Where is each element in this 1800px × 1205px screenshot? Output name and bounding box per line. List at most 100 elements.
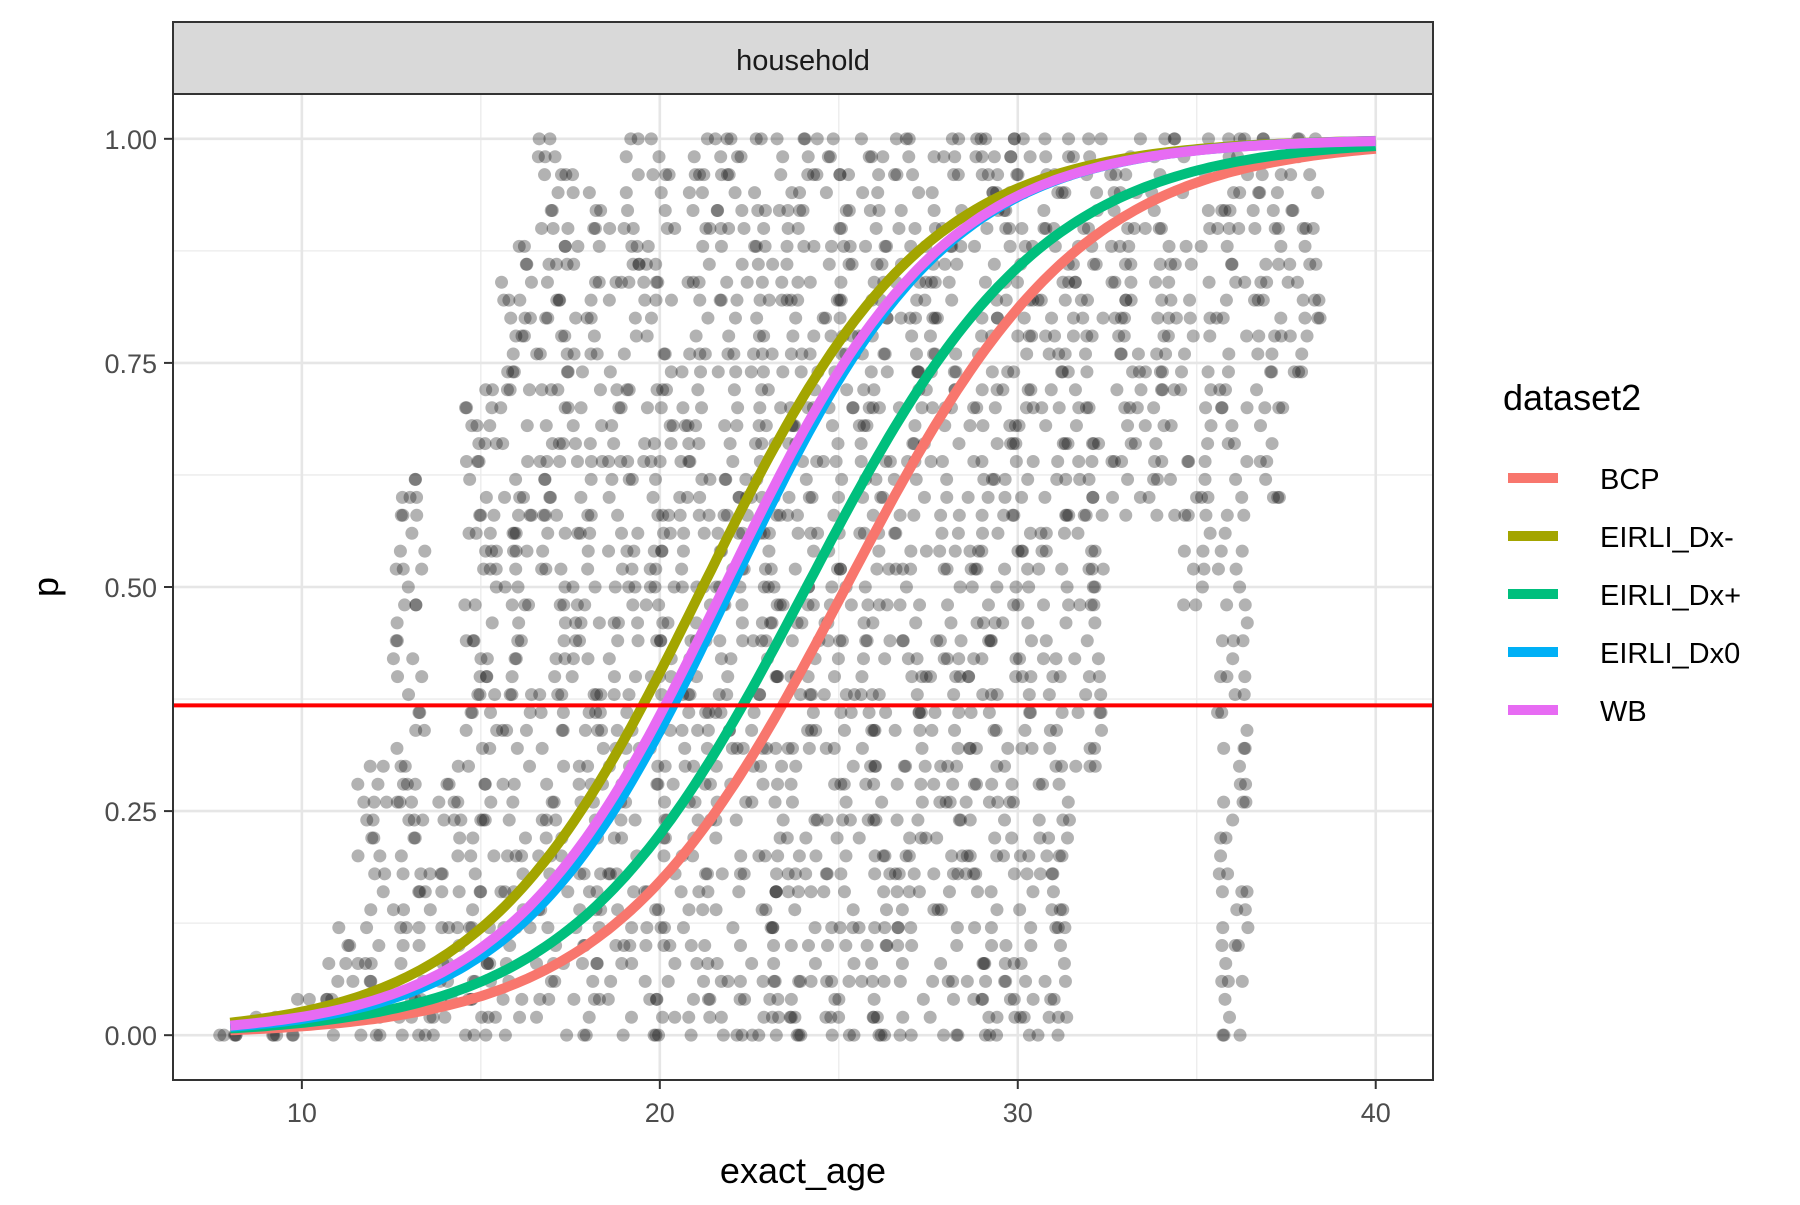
scatter-point — [733, 974, 747, 988]
scatter-point — [878, 921, 892, 935]
scatter-point — [1088, 759, 1102, 773]
scatter-point — [858, 580, 872, 594]
scatter-point — [1225, 257, 1239, 271]
scatter-point — [396, 508, 410, 522]
scatter-point — [1168, 508, 1182, 522]
scatter-point — [1019, 401, 1033, 415]
scatter-point — [1004, 150, 1018, 164]
scatter-point — [975, 992, 989, 1006]
scatter-point — [1219, 293, 1233, 307]
scatter-point — [545, 437, 559, 451]
scatter-point — [619, 186, 633, 200]
scatter-point — [891, 921, 905, 935]
scatter-point — [485, 616, 499, 630]
scatter-point — [654, 186, 668, 200]
scatter-point — [1087, 257, 1101, 271]
scatter-point — [758, 849, 772, 863]
scatter-point — [991, 795, 1005, 809]
scatter-point — [531, 150, 545, 164]
scatter-point — [834, 867, 848, 881]
scatter-point — [1034, 293, 1048, 307]
scatter-point — [432, 795, 446, 809]
scatter-point — [1203, 526, 1217, 540]
scatter-point — [797, 132, 811, 146]
scatter-point — [1238, 670, 1252, 684]
scatter-point — [826, 132, 840, 146]
scatter-point — [682, 186, 696, 200]
scatter-point — [1026, 455, 1040, 469]
scatter-point — [1149, 275, 1163, 289]
scatter-point — [837, 777, 851, 791]
scatter-point — [988, 616, 1002, 630]
scatter-point — [819, 186, 833, 200]
scatter-point — [756, 777, 770, 791]
scatter-point — [717, 508, 731, 522]
scatter-point — [804, 885, 818, 899]
scatter-point — [987, 257, 1001, 271]
scatter-point — [751, 257, 765, 271]
scatter-point — [520, 544, 534, 558]
scatter-point — [927, 777, 941, 791]
scatter-point — [1024, 383, 1038, 397]
scatter-point — [560, 1028, 574, 1042]
scatter-point — [875, 257, 889, 271]
scatter-point — [1004, 150, 1018, 164]
scatter-point — [650, 777, 664, 791]
scatter-point — [802, 741, 816, 755]
scatter-point — [892, 221, 906, 235]
scatter-point — [888, 526, 902, 540]
scatter-point — [1218, 204, 1232, 218]
scatter-point — [688, 795, 702, 809]
scatter-point — [941, 598, 955, 612]
scatter-point — [1071, 705, 1085, 719]
scatter-point — [561, 401, 575, 415]
scatter-point — [652, 1028, 666, 1042]
scatter-point — [870, 257, 884, 271]
scatter-point — [1138, 221, 1152, 235]
scatter-point — [1069, 419, 1083, 433]
scatter-point — [714, 1010, 728, 1024]
scatter-point — [1217, 795, 1231, 809]
scatter-point — [726, 921, 740, 935]
y-tick-label: 0.75 — [104, 349, 157, 379]
scatter-point — [1287, 365, 1301, 379]
scatter-point — [834, 221, 848, 235]
scatter-point — [1079, 688, 1093, 702]
scatter-point — [628, 311, 642, 325]
scatter-point — [1037, 598, 1051, 612]
scatter-point — [715, 867, 729, 881]
scatter-point — [912, 705, 926, 719]
scatter-point — [566, 186, 580, 200]
scatter-point — [698, 939, 712, 953]
scatter-point — [784, 293, 798, 307]
scatter-point — [934, 903, 948, 917]
scatter-point — [538, 168, 552, 182]
scatter-point — [1053, 903, 1067, 917]
scatter-point — [582, 705, 596, 719]
scatter-point — [501, 849, 515, 863]
scatter-point — [876, 490, 890, 504]
scatter-point — [708, 132, 722, 146]
scatter-point — [893, 598, 907, 612]
scatter-point — [1061, 437, 1075, 451]
scatter-point — [1108, 311, 1122, 325]
scatter-point — [614, 813, 628, 827]
scatter-point — [1066, 311, 1080, 325]
scatter-point — [806, 598, 820, 612]
scatter-point — [1248, 221, 1262, 235]
curve-WB — [229, 136, 1376, 1031]
scatter-point — [615, 526, 629, 540]
scatter-point — [714, 705, 728, 719]
scatter-point — [1253, 186, 1267, 200]
scatter-point — [622, 383, 636, 397]
scatter-point — [628, 580, 642, 594]
scatter-point — [799, 831, 813, 845]
scatter-point — [1309, 257, 1323, 271]
scatter-point — [919, 544, 933, 558]
scatter-point — [902, 885, 916, 899]
scatter-point — [891, 921, 905, 935]
scatter-point — [758, 562, 772, 576]
scatter-point — [846, 401, 860, 415]
scatter-point — [1017, 311, 1031, 325]
scatter-point — [859, 634, 873, 648]
